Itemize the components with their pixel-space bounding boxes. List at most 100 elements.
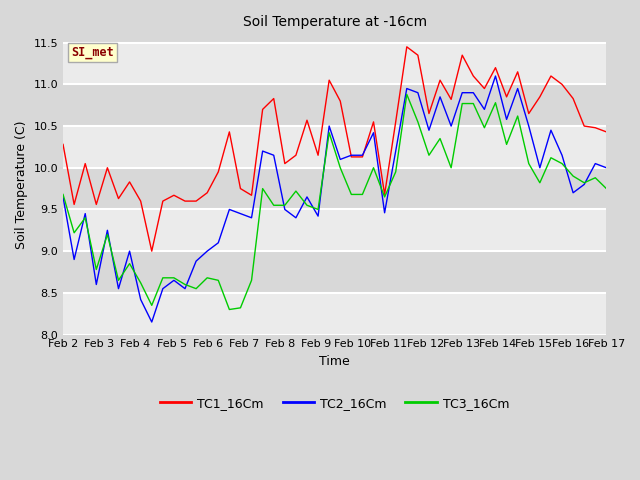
TC1_16Cm — [348, 154, 355, 160]
TC3_16Cm — [580, 180, 588, 186]
TC3_16Cm — [481, 125, 488, 131]
TC1_16Cm — [281, 161, 289, 167]
TC2_16Cm — [148, 319, 156, 325]
TC1_16Cm — [525, 111, 532, 117]
TC1_16Cm — [591, 125, 599, 131]
TC1_16Cm — [403, 44, 411, 50]
TC1_16Cm — [547, 73, 555, 79]
TC2_16Cm — [525, 123, 532, 129]
TC1_16Cm — [303, 117, 311, 123]
TC2_16Cm — [214, 240, 222, 246]
TC1_16Cm — [60, 142, 67, 147]
TC3_16Cm — [70, 230, 78, 236]
TC2_16Cm — [536, 165, 544, 170]
TC1_16Cm — [325, 77, 333, 83]
TC2_16Cm — [303, 194, 311, 200]
TC1_16Cm — [292, 152, 300, 158]
TC3_16Cm — [436, 136, 444, 142]
TC3_16Cm — [325, 130, 333, 136]
TC3_16Cm — [225, 307, 233, 312]
TC2_16Cm — [602, 165, 610, 170]
TC2_16Cm — [470, 90, 477, 96]
TC1_16Cm — [602, 129, 610, 135]
TC3_16Cm — [237, 305, 244, 311]
TC2_16Cm — [348, 152, 355, 158]
TC3_16Cm — [292, 188, 300, 194]
Legend: TC1_16Cm, TC2_16Cm, TC3_16Cm: TC1_16Cm, TC2_16Cm, TC3_16Cm — [155, 392, 515, 415]
TC3_16Cm — [547, 155, 555, 161]
TC3_16Cm — [137, 280, 145, 286]
TC3_16Cm — [259, 186, 266, 192]
TC1_16Cm — [270, 96, 278, 101]
TC3_16Cm — [148, 302, 156, 308]
Line: TC1_16Cm: TC1_16Cm — [63, 47, 606, 251]
TC3_16Cm — [270, 203, 278, 208]
TC3_16Cm — [214, 277, 222, 283]
Bar — [63, 209, 606, 251]
TC1_16Cm — [225, 129, 233, 135]
TC3_16Cm — [492, 100, 499, 106]
TC1_16Cm — [115, 196, 122, 202]
TC1_16Cm — [392, 119, 399, 125]
TC2_16Cm — [392, 148, 399, 154]
TC2_16Cm — [292, 215, 300, 221]
TC1_16Cm — [381, 192, 388, 197]
TC3_16Cm — [159, 275, 166, 281]
TC2_16Cm — [170, 277, 178, 283]
TC3_16Cm — [248, 277, 255, 283]
TC3_16Cm — [403, 92, 411, 97]
TC2_16Cm — [225, 206, 233, 212]
TC2_16Cm — [115, 286, 122, 291]
TC2_16Cm — [337, 156, 344, 162]
TC1_16Cm — [92, 202, 100, 207]
TC3_16Cm — [170, 275, 178, 281]
TC1_16Cm — [214, 169, 222, 175]
TC3_16Cm — [204, 275, 211, 281]
TC2_16Cm — [503, 117, 511, 122]
Bar — [63, 43, 606, 84]
TC1_16Cm — [248, 192, 255, 198]
TC2_16Cm — [60, 194, 67, 200]
TC1_16Cm — [81, 161, 89, 167]
TC3_16Cm — [358, 192, 366, 197]
TC1_16Cm — [192, 198, 200, 204]
TC3_16Cm — [425, 152, 433, 158]
TC2_16Cm — [92, 282, 100, 288]
TC3_16Cm — [536, 180, 544, 186]
TC1_16Cm — [481, 85, 488, 91]
TC1_16Cm — [104, 165, 111, 170]
TC2_16Cm — [403, 85, 411, 91]
TC2_16Cm — [325, 123, 333, 129]
TC2_16Cm — [70, 257, 78, 263]
TC3_16Cm — [303, 203, 311, 208]
TC3_16Cm — [281, 203, 289, 208]
TC2_16Cm — [591, 161, 599, 167]
Bar — [63, 293, 606, 335]
TC3_16Cm — [470, 101, 477, 107]
TC3_16Cm — [503, 142, 511, 147]
TC1_16Cm — [447, 96, 455, 102]
TC3_16Cm — [602, 186, 610, 192]
TC1_16Cm — [514, 69, 522, 75]
TC1_16Cm — [125, 179, 133, 185]
TC1_16Cm — [237, 186, 244, 192]
TC1_16Cm — [137, 198, 145, 204]
TC1_16Cm — [492, 65, 499, 71]
TC3_16Cm — [381, 194, 388, 200]
TC2_16Cm — [514, 85, 522, 91]
TC2_16Cm — [447, 123, 455, 129]
TC2_16Cm — [425, 127, 433, 133]
TC3_16Cm — [192, 286, 200, 291]
TC1_16Cm — [536, 94, 544, 100]
TC2_16Cm — [580, 181, 588, 187]
TC3_16Cm — [458, 101, 466, 107]
TC1_16Cm — [181, 198, 189, 204]
TC3_16Cm — [591, 175, 599, 180]
TC2_16Cm — [414, 90, 422, 96]
Text: SI_met: SI_met — [71, 46, 114, 59]
X-axis label: Time: Time — [319, 355, 350, 368]
TC3_16Cm — [447, 165, 455, 170]
TC1_16Cm — [204, 190, 211, 196]
TC3_16Cm — [104, 231, 111, 237]
TC2_16Cm — [159, 286, 166, 291]
